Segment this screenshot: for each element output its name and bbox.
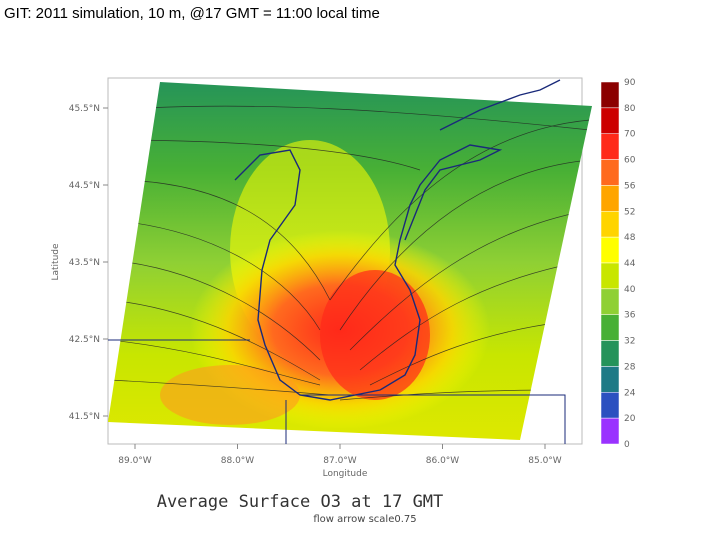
coastline [234, 79, 561, 401]
colorbar-label: 52 [624, 207, 635, 217]
y-tick-label: 42.5°N [69, 335, 100, 345]
ozone-field [108, 82, 592, 440]
colorbar-label: 56 [624, 181, 636, 191]
y-tick-label: 43.5°N [69, 258, 100, 268]
x-tick-label: 86.0°W [426, 456, 460, 466]
colorbar-box [600, 211, 620, 238]
colorbar-label: 44 [624, 259, 636, 269]
colorbar-label: 32 [624, 337, 635, 347]
colorbar-box [600, 288, 620, 315]
y-tick-label: 41.5°N [69, 412, 100, 422]
map-subtitle: flow arrow scale0.75 [313, 514, 416, 525]
colorbar-box [600, 81, 620, 109]
y-tick-label: 45.5°N [69, 104, 100, 114]
x-axis-label: Longitude [323, 469, 368, 479]
x-tick-label: 87.0°W [323, 456, 357, 466]
colorbar-box [600, 133, 620, 160]
colorbar-label: 70 [624, 130, 636, 140]
map-title: Average Surface O3 at 17 GMT [157, 492, 444, 512]
y-tick-label: 44.5°N [69, 181, 100, 191]
colorbar-label: 28 [624, 362, 636, 372]
colorbar-box [600, 417, 620, 445]
y-axis-label: Latitude [51, 243, 61, 281]
colorbar-box [600, 314, 620, 341]
x-tick-label: 88.0°W [221, 456, 255, 466]
slide-title: GIT: 2011 simulation, 10 m, @17 GMT = 11… [4, 5, 380, 22]
colorbar-box [600, 340, 620, 367]
colorbar-label: 40 [624, 285, 636, 295]
colorbar-box [600, 159, 620, 186]
colorbar-box [600, 392, 620, 419]
colorbar-box [600, 236, 620, 264]
x-tick-label: 89.0°W [118, 456, 152, 466]
colorbar-label: 36 [624, 311, 636, 321]
state-border [108, 339, 566, 444]
colorbar-label: 24 [624, 388, 636, 398]
colorbar-label: 90 [624, 78, 636, 88]
map-frame [107, 77, 583, 445]
colorbar-box [600, 262, 620, 290]
colorbar-label: 60 [624, 156, 636, 166]
colorbar-box [600, 366, 620, 393]
colorbar-label: 20 [624, 414, 636, 424]
colorbar-label: 80 [624, 104, 636, 114]
colorbar-label: 48 [624, 233, 636, 243]
x-tick-label: 85.0°W [528, 456, 562, 466]
colorbar-box [600, 185, 620, 212]
colorbar-label: 0 [624, 440, 630, 450]
colorbar-box [600, 107, 620, 134]
